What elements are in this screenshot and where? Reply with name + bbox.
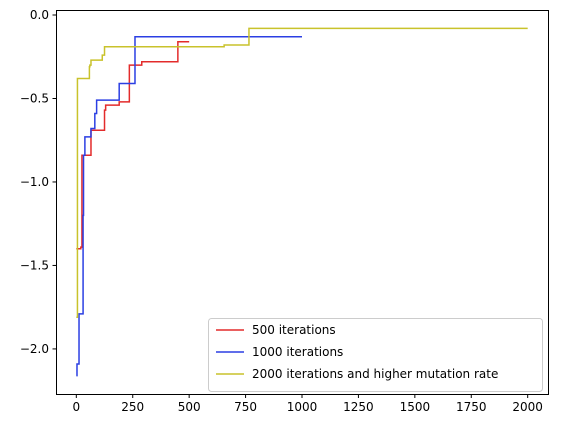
x-tick-label: 250 bbox=[121, 400, 144, 414]
legend: 500 iterations 1000 iterations 2000 iterat… bbox=[209, 319, 543, 392]
x-tick-label: 1500 bbox=[400, 400, 431, 414]
x-tick-label: 0 bbox=[72, 400, 80, 414]
x-tick-label: 750 bbox=[234, 400, 257, 414]
x-axis: 0 250 500 750 1000 1250 1500 1750 2000 bbox=[72, 395, 542, 415]
x-tick-label: 1250 bbox=[343, 400, 374, 414]
x-tick-label: 500 bbox=[178, 400, 201, 414]
legend-label-2: 1000 iterations bbox=[252, 345, 343, 359]
series-line-3 bbox=[76, 28, 527, 317]
y-tick-label: −0.5 bbox=[20, 91, 49, 105]
y-tick-label: −2.0 bbox=[20, 342, 49, 356]
x-tick-label: 1750 bbox=[456, 400, 487, 414]
x-tick-label: 2000 bbox=[512, 400, 543, 414]
y-tick-label: 0.0 bbox=[30, 8, 49, 22]
x-tick-label: 1000 bbox=[287, 400, 318, 414]
legend-label-1: 500 iterations bbox=[252, 323, 336, 337]
series-line-1 bbox=[76, 42, 189, 249]
y-axis: 0.0 −0.5 −1.0 −1.5 −2.0 bbox=[20, 8, 57, 356]
y-tick-label: −1.0 bbox=[20, 175, 49, 189]
y-tick-label: −1.5 bbox=[20, 258, 49, 272]
legend-label-3: 2000 iterations and higher mutation rate bbox=[252, 367, 498, 381]
